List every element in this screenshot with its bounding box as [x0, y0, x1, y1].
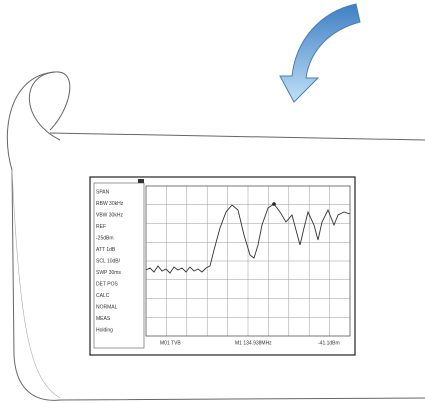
sidebar-item: DET POS: [96, 281, 119, 287]
sidebar-item: Holding: [96, 327, 113, 333]
sidebar-item: RBW 30kHz: [96, 201, 124, 207]
plot-frame: [145, 185, 351, 337]
analyzer-screen: [89, 176, 356, 356]
footer-center: M1 134.938MHz: [235, 340, 272, 346]
sidebar-item: REF: [96, 224, 106, 230]
paper-fold: [49, 132, 425, 141]
sidebar-item: SCL 10dB/: [96, 258, 121, 264]
grid: [146, 186, 350, 336]
footer-left: M01 TVB: [160, 340, 181, 346]
sidebar-item: SPAN: [96, 189, 110, 195]
sidebar-item: SWP 30ms: [96, 270, 121, 276]
paper-shade: [11, 169, 61, 399]
sidebar-item: NORMAL: [96, 304, 118, 310]
sidebar-item: CALC: [96, 293, 110, 299]
sidebar-item: -25dBm: [96, 235, 114, 241]
sidebar-item: MEAS: [96, 316, 111, 322]
sidebar-panel: [93, 182, 145, 349]
sidebar-item: ATT 1dB: [96, 247, 116, 253]
curl-arrow: [279, 3, 361, 103]
marker: [272, 202, 276, 206]
footer-right: -41.1dBm: [318, 340, 340, 346]
sidebar-text: SPAN RBW 30kHz VBW 30kHz REF -25dBm ATT 1dB SC…: [96, 189, 124, 333]
sidebar-item: VBW 30kHz: [96, 212, 123, 218]
paper-curl: [28, 71, 71, 141]
trace: [145, 203, 351, 274]
indicator: [138, 179, 144, 183]
